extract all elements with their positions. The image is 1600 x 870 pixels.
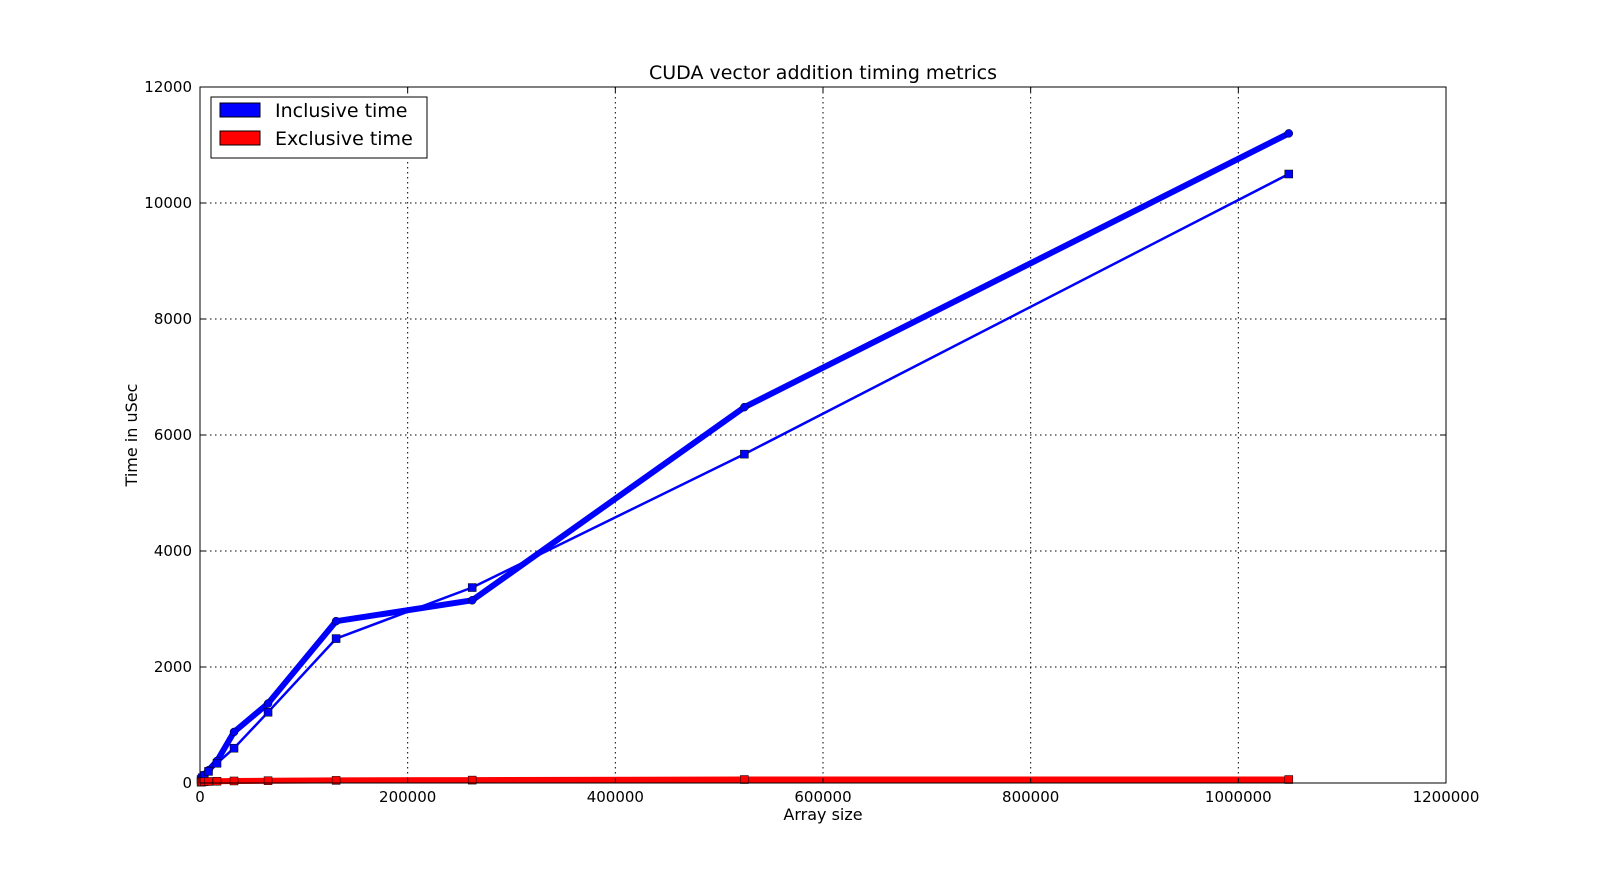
x-axis-label: Array size — [783, 805, 862, 824]
x-tick-label: 200000 — [379, 788, 436, 806]
data-point — [1284, 129, 1294, 138]
x-tick-label: 0 — [195, 788, 205, 806]
data-point — [331, 616, 341, 626]
data-point — [467, 583, 477, 592]
data-point — [212, 759, 222, 768]
y-axis-label: Time in uSec — [122, 384, 141, 488]
y-tick-label: 12000 — [144, 78, 192, 96]
y-tick-label: 2000 — [154, 658, 192, 676]
data-point — [740, 775, 749, 784]
data-point — [229, 727, 239, 737]
data-point — [331, 634, 341, 643]
x-tick-label: 400000 — [587, 788, 644, 806]
grid — [200, 87, 1446, 783]
data-point — [229, 776, 239, 786]
data-point — [204, 777, 213, 786]
legend-swatch-inclusive — [219, 102, 261, 118]
data-point — [1284, 169, 1294, 179]
data-point — [204, 767, 213, 776]
plot-area — [200, 87, 1446, 783]
data-point — [212, 777, 222, 786]
series-layer — [196, 129, 1294, 787]
chart-title: CUDA vector addition timing metrics — [649, 62, 997, 84]
series-2 — [196, 775, 1294, 787]
data-point — [467, 775, 477, 785]
legend-label-exclusive: Exclusive time — [275, 128, 413, 150]
y-tick-label: 6000 — [154, 426, 192, 444]
data-point — [740, 402, 749, 412]
x-tick-label: 800000 — [1002, 788, 1059, 806]
legend-label-inclusive: Inclusive time — [275, 100, 408, 122]
y-tick-label: 8000 — [154, 310, 192, 328]
y-tick-label: 4000 — [154, 542, 192, 560]
y-tick-label: 10000 — [144, 194, 192, 212]
y-tick-label: 0 — [182, 774, 192, 792]
ticks: 0 200000 400000 600000 800000 1000000 1200000 0… — [144, 78, 1479, 806]
x-tick-label: 600000 — [794, 788, 851, 806]
data-point — [740, 449, 749, 459]
data-point — [263, 699, 273, 708]
data-point — [331, 776, 341, 785]
x-tick-label: 1200000 — [1413, 788, 1480, 806]
legend-swatch-exclusive — [219, 130, 261, 146]
data-point — [263, 707, 273, 717]
legend: Inclusive time Exclusive time — [210, 96, 428, 159]
data-point — [263, 776, 273, 785]
x-tick-label: 1000000 — [1205, 788, 1272, 806]
data-point — [229, 743, 239, 753]
data-point — [467, 596, 477, 605]
data-point — [1284, 775, 1294, 784]
